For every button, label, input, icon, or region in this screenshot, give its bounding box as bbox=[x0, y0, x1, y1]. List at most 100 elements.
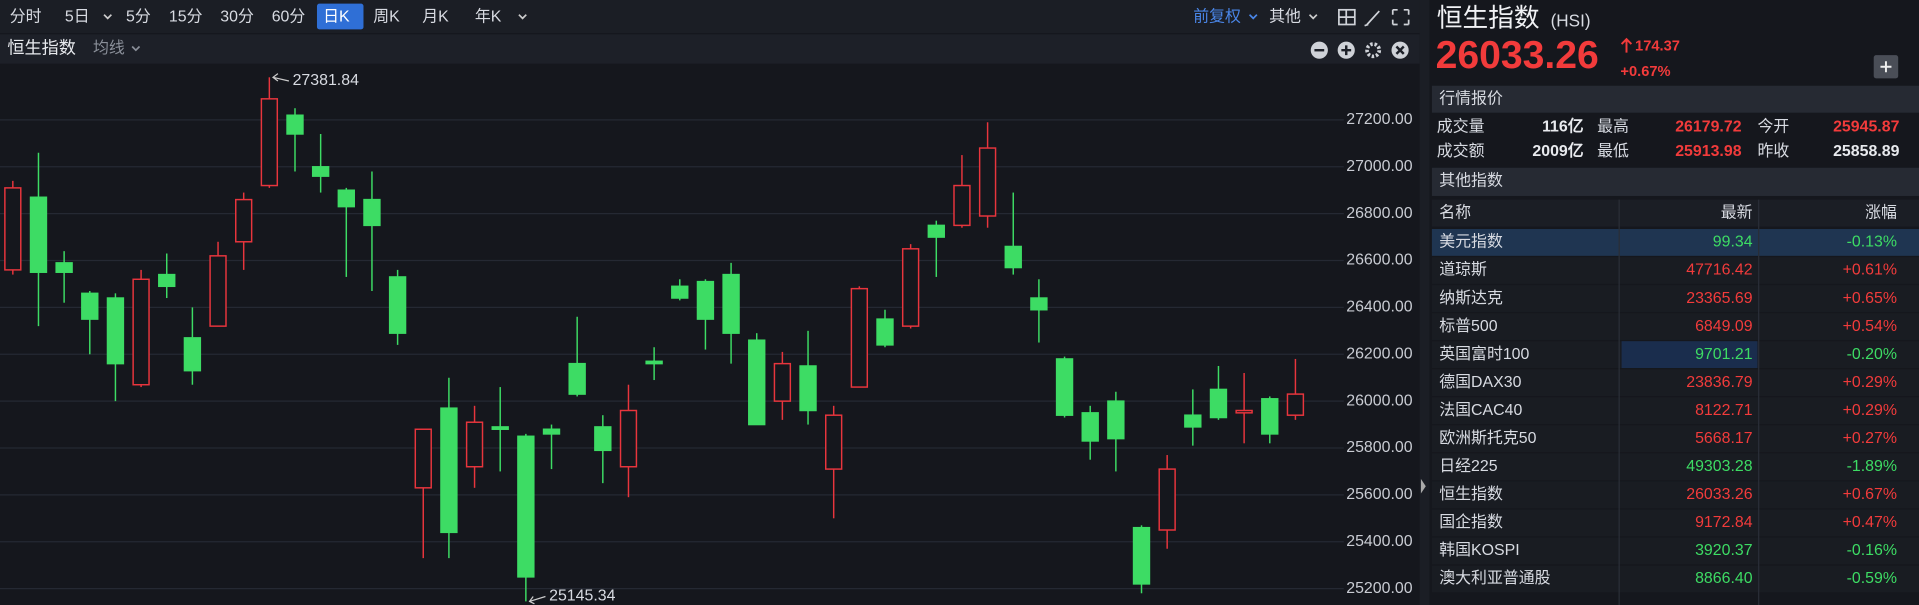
index-latest: 9172.84 bbox=[1695, 514, 1753, 531]
candle bbox=[1132, 525, 1151, 594]
candle-body bbox=[235, 198, 253, 243]
adjust-button[interactable]: 前复权 bbox=[1193, 7, 1241, 25]
candle-body bbox=[594, 426, 612, 452]
candle-body bbox=[927, 224, 945, 238]
quote-change-pct: +0.67% bbox=[1620, 64, 1670, 80]
quote-title: 恒生指数 bbox=[1437, 3, 1540, 32]
chevron bbox=[103, 14, 112, 20]
index-latest: 99.34 bbox=[1713, 234, 1753, 251]
table-row[interactable] bbox=[1431, 229, 1919, 256]
section-title: 其他指数 bbox=[1439, 171, 1503, 189]
candle bbox=[311, 133, 330, 193]
ma-button[interactable]: 均线 bbox=[93, 39, 125, 57]
index-name: 日经225 bbox=[1439, 457, 1497, 475]
chevron bbox=[518, 14, 527, 20]
candle bbox=[209, 241, 227, 327]
stat-label: 昨收 bbox=[1757, 142, 1789, 160]
candle bbox=[1107, 391, 1125, 472]
candle bbox=[4, 180, 22, 275]
index-change: +0.47% bbox=[1843, 514, 1897, 531]
index-name: 纳斯达克 bbox=[1439, 289, 1503, 307]
index-latest: 8866.40 bbox=[1695, 570, 1753, 587]
divider bbox=[1419, 0, 1430, 605]
toolbar-tab[interactable]: 年K bbox=[475, 7, 502, 25]
candle bbox=[978, 122, 997, 228]
toolbar-items: 分时 5日 5分 15分 30分 60分 日K 周K 月K 年K bbox=[10, 7, 527, 25]
table-row[interactable] bbox=[1431, 313, 1919, 340]
column-header: 最新 bbox=[1721, 203, 1753, 221]
index-change: +0.54% bbox=[1843, 318, 1897, 335]
candle bbox=[619, 384, 638, 498]
index-latest: 26033.26 bbox=[1686, 486, 1752, 503]
candle-body bbox=[773, 362, 792, 402]
table-row[interactable] bbox=[1431, 285, 1919, 312]
candle-body bbox=[696, 280, 715, 320]
toolbar-tab[interactable]: 周K bbox=[373, 8, 400, 25]
table-row[interactable] bbox=[1431, 397, 1919, 425]
table-row[interactable] bbox=[1431, 257, 1919, 284]
candle bbox=[388, 269, 407, 345]
toolbar-tab[interactable]: 分时 bbox=[10, 7, 42, 25]
candle bbox=[1286, 358, 1305, 420]
active-tab bbox=[316, 3, 364, 30]
toolbar-tab[interactable]: 5日 bbox=[65, 8, 90, 25]
candle-body bbox=[953, 184, 971, 227]
table-row[interactable] bbox=[1431, 509, 1919, 537]
table-row[interactable] bbox=[1431, 537, 1919, 565]
index-change: +0.29% bbox=[1843, 402, 1897, 419]
candle-body bbox=[465, 421, 484, 468]
candle-body bbox=[1184, 414, 1202, 428]
candle-body bbox=[440, 407, 458, 534]
side-panel: 成交量 116亿 最高 26179.72 今开 25945.87 成交额 2009亿 最低 259… bbox=[1431, 117, 1919, 605]
section-bar bbox=[1431, 85, 1919, 113]
y-tick-label: 25600.00 bbox=[1346, 486, 1412, 503]
candle-body bbox=[55, 262, 73, 273]
quote-change: 174.37 bbox=[1635, 38, 1680, 54]
index-latest: 8122.71 bbox=[1695, 402, 1753, 419]
y-tick-label: 25800.00 bbox=[1346, 439, 1412, 456]
toolbar-tab[interactable]: 60分 bbox=[272, 7, 306, 25]
candle bbox=[1055, 356, 1074, 418]
table-row[interactable] bbox=[1431, 565, 1919, 593]
candle-body bbox=[568, 362, 586, 395]
toolbar-tab[interactable]: 30分 bbox=[220, 7, 254, 25]
candle bbox=[824, 405, 843, 519]
candle-body bbox=[1235, 409, 1253, 414]
y-tick-label: 26600.00 bbox=[1346, 252, 1412, 269]
annotation-arrow bbox=[528, 595, 546, 605]
collapse-arrow[interactable] bbox=[1420, 478, 1426, 494]
other-button[interactable]: 其他 bbox=[1269, 7, 1301, 25]
candle-body bbox=[748, 339, 766, 426]
table-row[interactable] bbox=[1431, 369, 1919, 397]
candle bbox=[1004, 192, 1022, 275]
candle-body bbox=[260, 98, 279, 187]
toolbar-tab[interactable]: 日K bbox=[323, 8, 350, 25]
table-row[interactable] bbox=[1431, 453, 1919, 481]
candle bbox=[1158, 455, 1176, 549]
candle bbox=[465, 405, 484, 488]
plot: 25200.00 25400.00 25600.00 25800.00 26000.00… bbox=[0, 72, 1413, 605]
stat-value: 25913.98 bbox=[1675, 143, 1741, 160]
chart-controls[interactable] bbox=[1310, 41, 1409, 59]
toolbar-icons[interactable] bbox=[1338, 8, 1410, 27]
chevron bbox=[131, 45, 141, 52]
candle-body bbox=[1107, 400, 1125, 440]
candle-body bbox=[799, 365, 817, 412]
index-latest: 3920.37 bbox=[1695, 542, 1753, 559]
toolbar-tab[interactable]: 月K bbox=[422, 8, 449, 25]
candle bbox=[235, 192, 253, 270]
chart-name: 恒生指数 bbox=[7, 38, 75, 58]
candle bbox=[568, 316, 586, 397]
toolbar-tab[interactable]: 15分 bbox=[169, 7, 203, 25]
toolbar-tab[interactable]: 5分 bbox=[126, 7, 151, 25]
table-row[interactable] bbox=[1431, 425, 1919, 453]
candle-body bbox=[1030, 297, 1048, 311]
candle-body bbox=[901, 248, 920, 327]
y-tick-label: 26200.00 bbox=[1346, 345, 1412, 362]
y-tick-label: 25200.00 bbox=[1346, 580, 1412, 597]
table-row[interactable] bbox=[1431, 481, 1919, 509]
candle-body bbox=[1132, 526, 1151, 585]
y-tick-label: 27000.00 bbox=[1346, 158, 1412, 175]
stat-label: 成交量 bbox=[1437, 118, 1485, 136]
